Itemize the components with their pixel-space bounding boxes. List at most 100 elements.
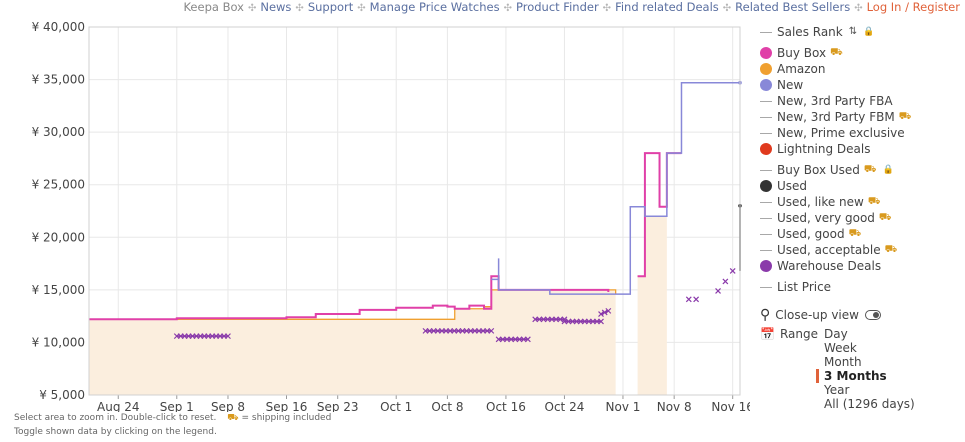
warehouse-deals-marker	[722, 278, 729, 285]
calendar-icon: 📅	[760, 327, 775, 341]
lock-icon: 🔒	[882, 165, 894, 175]
chart-areas	[89, 216, 667, 395]
y-tick-label: ¥ 10,000	[32, 335, 85, 349]
truck-icon: ⛟	[878, 212, 892, 223]
legend-label: Used, very good	[777, 211, 875, 225]
nav-separator-icon: ✣	[854, 3, 863, 14]
legend-dash-icon	[760, 95, 772, 107]
legend-label: Lightning Deals	[777, 142, 871, 156]
nav-separator-icon: ✣	[602, 3, 612, 14]
y-tick-label: ¥ 20,000	[32, 230, 85, 244]
plot-border	[88, 26, 741, 396]
zoom-hint-text: Select area to zoom in. Double-click to …	[14, 413, 217, 423]
legend-dot-icon	[760, 143, 772, 155]
chart-markers	[173, 80, 742, 343]
range-option-month[interactable]: Month	[824, 355, 862, 369]
y-tick-label: ¥ 35,000	[32, 73, 85, 87]
nav-find-related-deals[interactable]: Find related Deals	[615, 0, 719, 14]
legend-item-buy-box[interactable]: Buy Box ⛟	[760, 45, 960, 61]
legend-label: New, Prime exclusive	[777, 126, 905, 140]
range-option-all-1296-days[interactable]: All (1296 days)	[824, 397, 915, 411]
legend-dot-icon	[760, 180, 772, 192]
nav-manage-price-watches[interactable]: Manage Price Watches	[369, 0, 500, 14]
warehouse-deals-marker	[715, 287, 721, 294]
legend-dot-icon	[760, 79, 772, 91]
legend-dash-icon	[760, 212, 772, 224]
legend-label: Sales Rank	[777, 25, 843, 39]
amazon-area	[637, 216, 667, 395]
warehouse-deals-marker	[601, 309, 608, 316]
legend-label: Buy Box Used	[777, 163, 860, 177]
legend-item-new[interactable]: New	[760, 77, 960, 93]
legend-item-sales-rank[interactable]: Sales Rank ⇅ 🔒	[760, 24, 960, 40]
legend-label: New, 3rd Party FBA	[777, 94, 893, 108]
range-option-3-months[interactable]: 3 Months	[816, 369, 915, 383]
warehouse-deals-marker	[685, 296, 692, 303]
lock-icon: 🔒	[863, 27, 875, 37]
legend-item-new-3rd-party-fba[interactable]: New, 3rd Party FBA	[760, 93, 960, 109]
legend-dash-icon	[760, 127, 772, 139]
truck-icon: ⛟	[830, 47, 843, 58]
legend-item-used[interactable]: Used	[760, 178, 960, 194]
legend-item-amazon[interactable]: Amazon	[760, 61, 960, 77]
warehouse-deals-marker	[225, 333, 231, 340]
nav-separator-icon: ✣	[295, 3, 304, 14]
legend-dot-icon	[760, 260, 772, 272]
warehouse-deals-marker	[729, 268, 736, 274]
legend-dash-icon	[760, 196, 772, 208]
x-tick-label: Nov 16	[711, 400, 750, 412]
legend-item-used-good[interactable]: Used, good ⛟	[760, 226, 960, 242]
nav-keepa-box[interactable]: Keepa Box	[183, 0, 244, 14]
range-option-year[interactable]: Year	[824, 383, 850, 397]
legend-item-used-like-new[interactable]: Used, like new ⛟	[760, 194, 960, 210]
legend-label: Used, like new	[777, 195, 864, 209]
legend-label: Used	[777, 179, 808, 193]
sort-icon[interactable]: ⇅	[848, 26, 858, 37]
toggle-hint: Toggle shown data by clicking on the leg…	[14, 427, 217, 437]
legend-item-new-3rd-party-fbm[interactable]: New, 3rd Party FBM ⛟	[760, 109, 960, 125]
y-tick-label: ¥ 5,000	[39, 388, 85, 402]
legend-label: New, 3rd Party FBM	[777, 110, 895, 124]
y-tick-label: ¥ 40,000	[32, 20, 85, 34]
x-tick-label: Oct 16	[486, 400, 526, 412]
closeup-view-control[interactable]: ⚲ Close-up view	[760, 307, 881, 323]
nav-related-best-sellers[interactable]: Related Best Sellers	[735, 0, 851, 14]
closeup-toggle-icon[interactable]	[864, 310, 881, 320]
nav-product-finder[interactable]: Product Finder	[515, 0, 599, 14]
x-tick-label: Aug 24	[97, 400, 140, 412]
legend-dash-icon	[760, 228, 772, 240]
legend-item-list-price[interactable]: List Price	[760, 279, 960, 295]
legend-item-lightning-deals[interactable]: Lightning Deals	[760, 141, 960, 157]
x-axis-labels: Aug 24 Sep 1 Sep 8 Sep 16 Sep 23 Oct 1 Oct 8 Oc…	[97, 400, 750, 412]
legend-dash-icon	[760, 244, 772, 256]
zoom-hint: Select area to zoom in. Double-click to …	[14, 413, 331, 424]
warehouse-deals-marker	[693, 296, 700, 303]
shipping-note: = shipping included	[241, 413, 332, 423]
nav-support[interactable]: Support	[307, 0, 354, 14]
legend-dash-icon	[760, 26, 772, 38]
truck-icon: ⛟	[867, 196, 881, 207]
truck-icon: ⛟	[884, 244, 898, 255]
legend-label: List Price	[777, 280, 832, 294]
truck-icon: ⛟	[898, 111, 912, 122]
legend-dash-icon	[760, 164, 772, 176]
legend-dash-icon	[760, 281, 772, 293]
nav-news[interactable]: News	[260, 0, 292, 14]
range-option-day[interactable]: Day	[824, 327, 848, 341]
nav-separator-icon: ✣	[722, 3, 732, 14]
legend-dash-icon	[760, 111, 772, 123]
range-option-week[interactable]: Week	[824, 341, 857, 355]
y-tick-label: ¥ 25,000	[32, 178, 85, 192]
nav-login-register[interactable]: Log In / Register	[866, 0, 960, 14]
price-history-chart[interactable]: ¥ 5,000 ¥ 10,000 ¥ 15,000 ¥ 20,000 ¥ 25,000 ¥…	[0, 0, 750, 412]
warehouse-deals-marker	[598, 311, 604, 317]
legend-item-buy-box-used[interactable]: Buy Box Used ⛟ 🔒	[760, 162, 960, 178]
legend-item-new-prime-exclusive[interactable]: New, Prime exclusive	[760, 125, 960, 141]
search-icon: ⚲	[760, 307, 771, 323]
x-tick-label: Nov 8	[657, 400, 692, 412]
x-tick-label: Oct 1	[380, 400, 412, 412]
nav-separator-icon: ✣	[247, 3, 257, 14]
legend-item-used-very-good[interactable]: Used, very good ⛟	[760, 210, 960, 226]
legend-item-used-acceptable[interactable]: Used, acceptable ⛟	[760, 242, 960, 258]
legend-item-warehouse-deals[interactable]: Warehouse Deals	[760, 258, 960, 274]
